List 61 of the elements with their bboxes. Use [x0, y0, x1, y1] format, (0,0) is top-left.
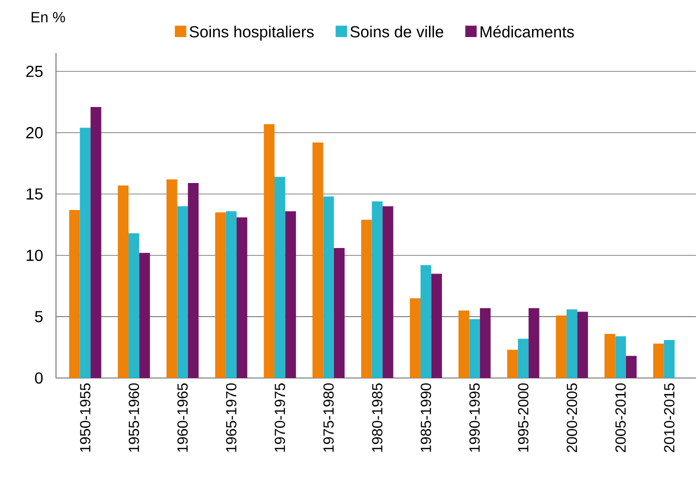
bar [226, 211, 237, 378]
x-tick-label: 1990-1995 [469, 383, 480, 452]
bar [166, 179, 178, 378]
bar [604, 334, 616, 378]
x-tick-label: 2000-2005 [566, 383, 578, 452]
bar [188, 182, 199, 378]
bar [361, 220, 372, 378]
bar [312, 142, 324, 378]
x-tick-label: 1995-2000 [518, 383, 528, 452]
bar [69, 210, 80, 378]
x-tick-label: 2005-2010 [615, 383, 626, 452]
bar [80, 128, 91, 378]
bar [274, 176, 286, 378]
legend-label: Soins hospitaliers [190, 26, 314, 41]
x-tick-label: 1980-1985 [372, 383, 382, 452]
bar [507, 350, 518, 378]
bar [518, 338, 529, 378]
y-tick-label: 25 [26, 66, 43, 78]
bar [469, 319, 480, 378]
y-axis-title: En % [32, 12, 65, 22]
bar [334, 248, 345, 378]
bar [382, 206, 394, 378]
y-tick-label: 10 [26, 250, 43, 262]
bar [566, 309, 578, 378]
y-tick-label: 0 [35, 372, 43, 384]
bar [458, 310, 470, 378]
y-tick-label: 15 [26, 188, 43, 200]
bar [528, 308, 540, 378]
bar [556, 315, 567, 378]
bar [177, 206, 188, 378]
y-tick-label: 20 [26, 127, 43, 138]
x-tick-label: 1970-1975 [274, 383, 286, 452]
x-tick-label: 1950-1955 [80, 383, 90, 452]
bar [626, 356, 637, 378]
bar [480, 308, 491, 378]
bar [90, 106, 102, 378]
bar [236, 217, 248, 378]
bar [323, 196, 334, 378]
legend-label: Médicaments [480, 26, 574, 38]
bar [118, 185, 129, 378]
bar [139, 252, 150, 378]
x-tick-label: 1960-1965 [177, 383, 188, 452]
bar [128, 233, 140, 378]
bar [664, 340, 675, 378]
bar [285, 211, 296, 378]
x-tick-label: 2010-2015 [664, 383, 674, 452]
legend-label: Soins de ville [350, 26, 444, 38]
x-tick-label: 1985-1990 [420, 383, 432, 452]
bar [577, 312, 588, 378]
bar [264, 124, 275, 378]
x-tick-label: 1955-1960 [128, 383, 140, 452]
y-tick-label: 5 [35, 311, 43, 322]
bar [215, 212, 226, 378]
bar [372, 201, 383, 378]
x-tick-label: 1975-1980 [323, 383, 334, 452]
bar [420, 265, 432, 378]
bar [615, 336, 626, 378]
x-tick-label: 1965-1970 [226, 383, 236, 452]
bar [410, 298, 421, 378]
bar [653, 344, 664, 378]
bar [431, 274, 442, 378]
